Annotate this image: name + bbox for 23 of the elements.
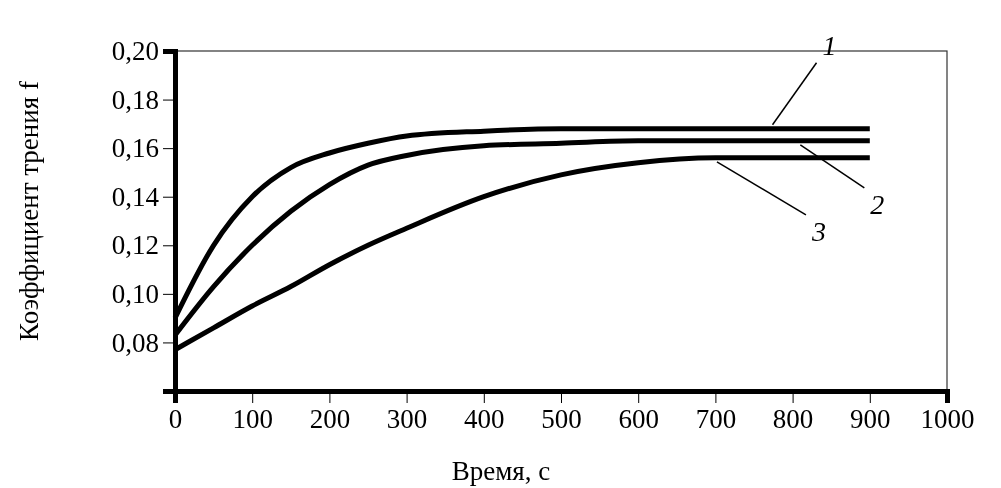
y-tick-label: 0,12 (111, 230, 159, 261)
x-tick-label: 1000 (920, 404, 975, 435)
y-tick-label: 0,16 (111, 133, 159, 164)
y-tick-label: 0,08 (111, 327, 159, 358)
x-tick-label: 300 (386, 404, 428, 435)
x-tick-label: 600 (618, 404, 659, 435)
x-tick-label: 400 (464, 404, 505, 435)
x-tick-label: 100 (232, 404, 273, 435)
y-tick-label: 0,18 (111, 84, 159, 115)
y-tick-label: 0,10 (111, 279, 159, 309)
x-tick-label: 900 (850, 404, 891, 435)
y-axis-title: Коэффициент трения f (14, 81, 44, 341)
text: 1 (822, 29, 837, 61)
x-tick-label: 800 (772, 404, 814, 435)
y-tick-label: 0,20 (111, 36, 159, 67)
text: 3 (810, 215, 826, 247)
y-tick-label: 0,14 (111, 181, 160, 212)
x-tick-label: 200 (309, 404, 351, 435)
x-axis-title: Время, с (451, 456, 551, 486)
x-tick-label: 0 (168, 404, 183, 435)
legend-label: 2 (870, 188, 885, 220)
x-tick-label: 500 (541, 404, 582, 435)
x-tick-label: 700 (695, 404, 737, 435)
